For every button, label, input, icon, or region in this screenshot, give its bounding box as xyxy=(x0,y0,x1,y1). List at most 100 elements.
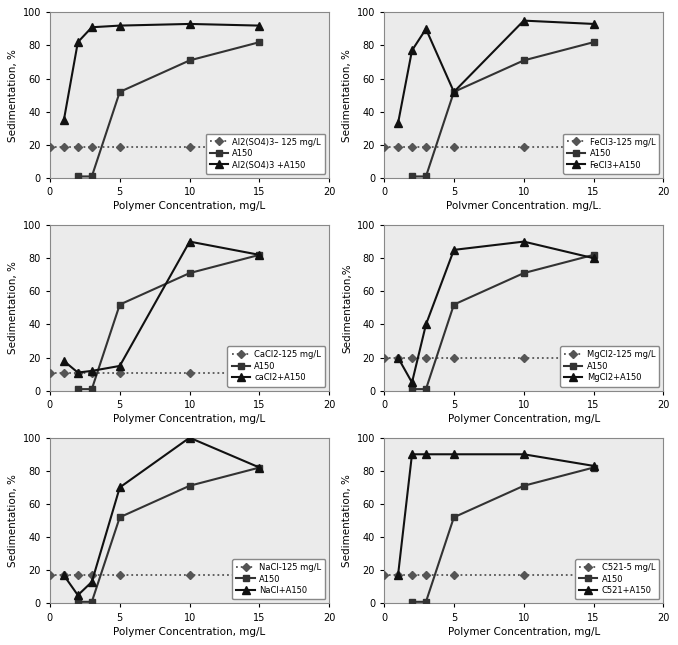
MgCl2+A150 xyxy=(422,321,430,328)
CaCl2-125 mg/L xyxy=(87,369,96,377)
Line: caCl2+A150: caCl2+A150 xyxy=(60,237,264,377)
NaCl+A150 xyxy=(87,578,96,586)
Al2(SO4)3 +A150 xyxy=(186,20,194,28)
Al2(SO4)3– 125 mg/L xyxy=(60,143,68,150)
C521+A150 xyxy=(450,450,458,458)
MgCl2+A150 xyxy=(520,238,528,246)
A150 xyxy=(87,173,96,181)
NaCl+A150 xyxy=(186,434,194,442)
Legend: NaCl-125 mg/L, A150, NaCl+A150: NaCl-125 mg/L, A150, NaCl+A150 xyxy=(233,559,325,599)
NaCl+A150 xyxy=(256,464,264,471)
Line: A150: A150 xyxy=(409,464,597,605)
C521-5 mg/L xyxy=(450,571,458,579)
MgCl2+A150 xyxy=(450,246,458,253)
Y-axis label: Sedimentation, %: Sedimentation, % xyxy=(342,474,353,567)
A150 xyxy=(590,464,598,471)
A150 xyxy=(408,173,416,181)
Al2(SO4)3– 125 mg/L xyxy=(116,143,124,150)
A150 xyxy=(186,482,194,490)
Line: A150: A150 xyxy=(409,39,597,180)
caCl2+A150 xyxy=(116,362,124,370)
C521-5 mg/L xyxy=(422,571,430,579)
CaCl2-125 mg/L xyxy=(256,369,264,377)
Line: CaCl2-125 mg/L: CaCl2-125 mg/L xyxy=(47,370,262,375)
X-axis label: Polymer Concentration, mg/L: Polymer Concentration, mg/L xyxy=(113,627,266,637)
FeCl3+A150 xyxy=(408,46,416,54)
FeCl3+A150 xyxy=(394,119,402,127)
A150 xyxy=(186,269,194,277)
MgCl2+A150 xyxy=(394,353,402,361)
X-axis label: Polvmer Concentration. mg/L.: Polvmer Concentration. mg/L. xyxy=(446,201,601,212)
A150 xyxy=(116,513,124,521)
A150 xyxy=(87,598,96,606)
NaCl-125 mg/L xyxy=(60,571,68,579)
Al2(SO4)3 +A150 xyxy=(87,23,96,31)
NaCl+A150 xyxy=(74,591,82,599)
A150 xyxy=(520,482,528,490)
Al2(SO4)3 +A150 xyxy=(256,22,264,30)
Line: A150: A150 xyxy=(75,464,263,605)
MgCl2-125 mg/L xyxy=(422,353,430,361)
Line: NaCl+A150: NaCl+A150 xyxy=(60,433,264,599)
caCl2+A150 xyxy=(256,251,264,259)
CaCl2-125 mg/L xyxy=(60,369,68,377)
C521+A150 xyxy=(394,571,402,579)
A150 xyxy=(450,513,458,521)
CaCl2-125 mg/L xyxy=(74,369,82,377)
Line: Al2(SO4)3– 125 mg/L: Al2(SO4)3– 125 mg/L xyxy=(47,144,262,150)
caCl2+A150 xyxy=(186,238,194,246)
NaCl-125 mg/L xyxy=(256,571,264,579)
Legend: FeCl3-125 mg/L, A150, FeCl3+A150: FeCl3-125 mg/L, A150, FeCl3+A150 xyxy=(563,134,659,174)
C521-5 mg/L xyxy=(408,571,416,579)
Al2(SO4)3– 125 mg/L xyxy=(87,143,96,150)
MgCl2-125 mg/L xyxy=(408,353,416,361)
MgCl2-125 mg/L xyxy=(520,353,528,361)
FeCl3-125 mg/L xyxy=(408,143,416,150)
CaCl2-125 mg/L xyxy=(116,369,124,377)
FeCl3+A150 xyxy=(450,88,458,95)
Al2(SO4)3– 125 mg/L xyxy=(256,143,264,150)
NaCl-125 mg/L xyxy=(87,571,96,579)
Line: A150: A150 xyxy=(75,252,263,393)
A150 xyxy=(74,385,82,393)
A150 xyxy=(422,173,430,181)
C521+A150 xyxy=(422,450,430,458)
MgCl2-125 mg/L xyxy=(394,353,402,361)
C521-5 mg/L xyxy=(590,571,598,579)
Al2(SO4)3– 125 mg/L xyxy=(46,143,54,150)
Line: C521-5 mg/L: C521-5 mg/L xyxy=(381,573,597,578)
CaCl2-125 mg/L xyxy=(46,369,54,377)
NaCl+A150 xyxy=(116,484,124,491)
C521-5 mg/L xyxy=(520,571,528,579)
A150 xyxy=(256,464,264,471)
caCl2+A150 xyxy=(74,369,82,377)
Al2(SO4)3 +A150 xyxy=(60,116,68,124)
MgCl2-125 mg/L xyxy=(380,353,388,361)
Line: C521+A150: C521+A150 xyxy=(394,450,598,579)
FeCl3-125 mg/L xyxy=(520,143,528,150)
X-axis label: Polymer Concentration, mg/L: Polymer Concentration, mg/L xyxy=(447,627,600,637)
X-axis label: Polymer Concentration, mg/L: Polymer Concentration, mg/L xyxy=(113,201,266,212)
FeCl3+A150 xyxy=(422,25,430,33)
caCl2+A150 xyxy=(87,367,96,375)
Al2(SO4)3– 125 mg/L xyxy=(186,143,194,150)
A150 xyxy=(74,173,82,181)
FeCl3+A150 xyxy=(520,17,528,25)
FeCl3-125 mg/L xyxy=(450,143,458,150)
C521+A150 xyxy=(520,450,528,458)
A150 xyxy=(116,88,124,95)
MgCl2+A150 xyxy=(590,254,598,262)
A150 xyxy=(408,385,416,393)
Line: FeCl3+A150: FeCl3+A150 xyxy=(394,17,598,128)
NaCl-125 mg/L xyxy=(116,571,124,579)
NaCl+A150 xyxy=(60,571,68,579)
Legend: MgCl2-125 mg/L, A150, MgCl2+A150: MgCl2-125 mg/L, A150, MgCl2+A150 xyxy=(560,346,659,386)
Y-axis label: Sedimentation, %: Sedimentation, % xyxy=(8,261,18,354)
C521+A150 xyxy=(590,462,598,470)
FeCl3-125 mg/L xyxy=(394,143,402,150)
FeCl3-125 mg/L xyxy=(422,143,430,150)
A150 xyxy=(408,598,416,606)
A150 xyxy=(450,88,458,95)
Legend: Al2(SO4)3– 125 mg/L, A150, Al2(SO4)3 +A150: Al2(SO4)3– 125 mg/L, A150, Al2(SO4)3 +A1… xyxy=(205,134,325,174)
FeCl3-125 mg/L xyxy=(380,143,388,150)
